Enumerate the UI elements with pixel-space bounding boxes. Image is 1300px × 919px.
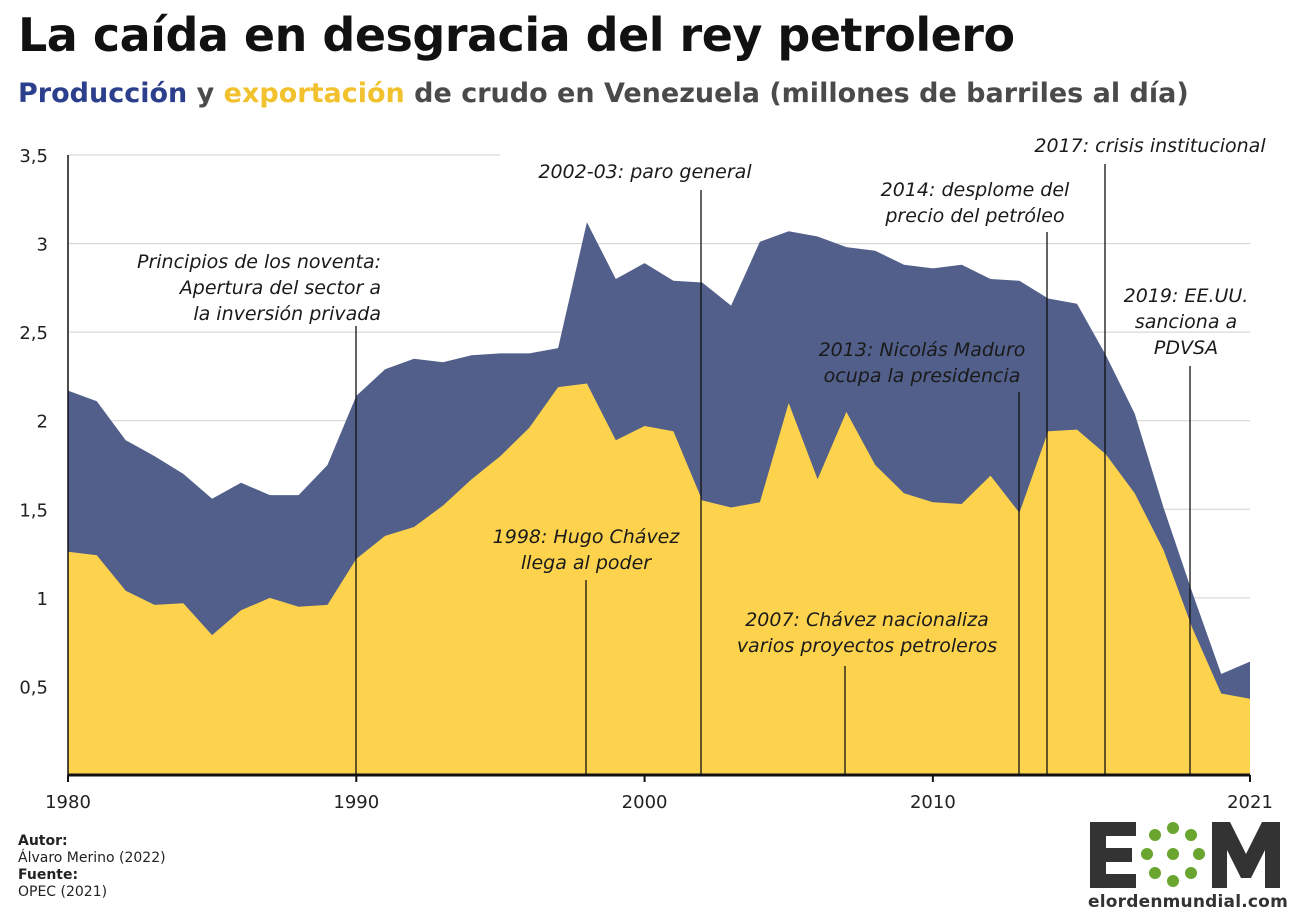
subtitle-connector: y bbox=[196, 78, 215, 109]
subtitle-rest: de crudo en Venezuela (millones de barri… bbox=[414, 78, 1189, 109]
annotation-text-1990-2: la inversión privada bbox=[193, 303, 381, 325]
eom-logo-mark bbox=[1090, 822, 1280, 888]
chart-title: La caída en desgracia del rey petrolero bbox=[18, 8, 1015, 62]
annotation-text-2013-0: 2013: Nicolás Maduro bbox=[819, 339, 1026, 361]
logo-website: elordenmundial.com bbox=[1088, 892, 1288, 912]
credits: Autor: Álvaro Merino (2022) Fuente: OPEC… bbox=[18, 833, 166, 901]
x-tick-label-3: 2010 bbox=[910, 792, 956, 813]
source-label: Fuente: bbox=[18, 867, 79, 883]
annotation-text-2019-2: PDVSA bbox=[1154, 337, 1218, 359]
y-tick-label-3: 2 bbox=[37, 412, 48, 433]
chart-subtitle: Producción y exportación de crudo en Ven… bbox=[18, 78, 1189, 109]
author-label: Autor: bbox=[18, 833, 68, 849]
annotation-text-2019-1: sanciona a bbox=[1135, 311, 1237, 333]
y-tick-label-2: 1,5 bbox=[19, 500, 48, 521]
y-tick-label-5: 3 bbox=[37, 235, 48, 256]
annotation-text-1990-0: Principios de los noventa: bbox=[137, 251, 381, 273]
annotation-text-2014-1: precio del petróleo bbox=[884, 205, 1064, 227]
subtitle-export-word: exportación bbox=[223, 78, 405, 109]
author-name: Álvaro Merino (2022) bbox=[18, 850, 166, 866]
exports-area bbox=[68, 383, 1250, 775]
y-tick-label-4: 2,5 bbox=[19, 323, 48, 344]
annotation-text-2007-1: varios proyectos petroleros bbox=[737, 635, 997, 657]
annotation-text-1998-1: llega al poder bbox=[521, 552, 652, 574]
annotation-text-2014-0: 2014: desplome del bbox=[881, 179, 1070, 201]
x-tick-label-1: 1990 bbox=[333, 792, 379, 813]
subtitle-production-word: Producción bbox=[18, 78, 188, 109]
x-tick-label-2: 2000 bbox=[622, 792, 668, 813]
annotation-text-2013-1: ocupa la presidencia bbox=[824, 365, 1021, 387]
annotation-text-1990-1: Apertura del sector a bbox=[178, 277, 381, 299]
x-tick-label-4: 2021 bbox=[1227, 792, 1273, 813]
x-tick-label-0: 1980 bbox=[45, 792, 91, 813]
y-tick-label-0: 0,5 bbox=[19, 677, 48, 698]
annotation-text-1998-0: 1998: Hugo Chávez bbox=[493, 526, 681, 548]
source-name: OPEC (2021) bbox=[18, 884, 108, 900]
annotation-text-2002-0: 2002-03: paro general bbox=[538, 161, 752, 183]
annotation-text-2017-0: 2017: crisis institucional bbox=[1034, 135, 1266, 157]
annotation-text-2007-0: 2007: Chávez nacionaliza bbox=[745, 609, 989, 631]
y-tick-label-1: 1 bbox=[37, 589, 48, 610]
y-tick-label-6: 3,5 bbox=[19, 146, 48, 167]
annotation-text-2019-0: 2019: EE.UU. bbox=[1124, 285, 1249, 307]
eom-logo: elordenmundial.com bbox=[1088, 818, 1288, 914]
